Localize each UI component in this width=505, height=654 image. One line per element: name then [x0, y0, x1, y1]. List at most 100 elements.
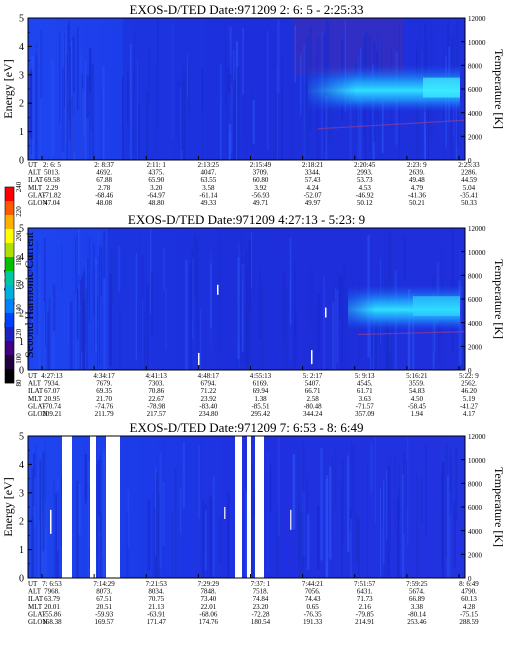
ephemeris-cell: 67.07	[44, 387, 60, 395]
spectrogram-streak	[75, 293, 77, 370]
spectrogram-streak	[237, 257, 240, 359]
spectrogram-streak	[428, 78, 430, 160]
spectrogram-streak	[85, 292, 86, 348]
data-gap	[235, 436, 242, 578]
spectrogram-streak	[275, 89, 277, 160]
ephemeris-cell: 67.88	[96, 176, 112, 184]
ephemeris-cell: 2:15:49	[250, 161, 272, 169]
spectrogram-streak	[281, 54, 284, 160]
spectrogram-streak	[220, 100, 222, 160]
spectrogram-streak	[67, 299, 69, 345]
spectrogram-streak	[245, 438, 248, 493]
spectrogram-streak	[28, 57, 30, 101]
spectrogram-streak	[50, 57, 52, 160]
ephemeris-cell: 6794.	[201, 380, 217, 388]
spectrogram-streak	[188, 60, 191, 117]
ephemeris-cell: 2562.	[461, 380, 477, 388]
spectrogram-streak	[445, 443, 448, 557]
y-tick-label: 1	[19, 545, 24, 556]
y2-axis-label: Temperature [K]	[492, 259, 505, 339]
y2-axis-label: Temperature [K]	[492, 467, 505, 547]
spectrogram-streak	[185, 259, 188, 370]
spike	[224, 507, 226, 519]
spectrogram-streak	[36, 469, 38, 578]
ephemeris-row-label: GLON	[28, 618, 47, 626]
spectrogram-streak	[276, 509, 279, 578]
spike	[325, 307, 327, 318]
y-tick-label: 3	[19, 488, 24, 499]
ephemeris-cell: 7:21:53	[146, 580, 168, 588]
ephemeris-row-label: ALT	[28, 588, 42, 596]
spectrogram-streak	[340, 483, 343, 578]
spectrogram-streak	[401, 474, 405, 578]
colorbar-swatch	[5, 285, 14, 300]
spectrogram-streak	[371, 307, 373, 356]
y-tick-label: 0	[19, 574, 24, 585]
y2-tick-label: 12000	[468, 225, 486, 233]
spectrogram-streak	[71, 96, 74, 160]
ephemeris-cell: 234.80	[199, 410, 219, 418]
y-tick-label: 3	[19, 70, 24, 81]
ephemeris-cell: -59.93	[95, 610, 114, 618]
spectrogram-streak	[72, 37, 75, 115]
spectrogram-streak	[353, 444, 355, 522]
ephemeris-cell: -68.46	[95, 191, 114, 199]
spectrogram-streak	[247, 300, 250, 370]
spectrogram-streak	[212, 476, 215, 576]
spectrogram-streak	[241, 263, 245, 352]
spectrogram-streak	[380, 488, 382, 578]
spectrogram-streak	[44, 502, 47, 578]
purple-trace	[357, 331, 466, 336]
ephemeris-cell: 5407.	[305, 380, 321, 388]
ephemeris-cell: 73.40	[201, 595, 217, 603]
colorbar-swatch	[5, 355, 14, 370]
spectrogram-streak	[253, 516, 256, 578]
spectrogram-streak	[233, 80, 236, 160]
spectrogram-streak	[35, 54, 38, 160]
spectrogram-streak	[281, 91, 283, 160]
spectrogram-streak	[92, 63, 94, 160]
ephemeris-cell: 48.08	[96, 199, 112, 207]
spectrogram-streak	[345, 263, 347, 370]
ephemeris-cell: 48.80	[148, 199, 164, 207]
spectrogram-streak	[61, 243, 63, 292]
spectrogram-streak	[229, 27, 232, 120]
spectrogram-streak	[97, 230, 100, 327]
spectrogram-streak	[162, 481, 165, 546]
spectrogram-streak	[200, 438, 202, 572]
spectrogram-streak	[375, 437, 376, 524]
spectrogram-streak	[176, 76, 178, 137]
spectrogram-streak	[78, 483, 81, 535]
ephemeris-cell: 191.33	[303, 618, 323, 626]
spectrogram-streak	[231, 84, 233, 153]
y2-tick-label: 6000	[468, 296, 483, 304]
spectrogram-streak	[66, 54, 68, 160]
ephemeris-cell: 211.79	[95, 410, 114, 418]
ephemeris-cell: 3559.	[409, 380, 425, 388]
ephemeris-cell: 209.21	[42, 410, 62, 418]
spectrogram-streak	[390, 457, 391, 552]
y2-tick-label: 4000	[468, 320, 483, 328]
spectrogram-streak	[340, 276, 344, 370]
spectrogram-streak	[48, 298, 51, 370]
ephemeris-cell: 5013.	[44, 169, 60, 177]
spectrogram-streak	[218, 236, 221, 353]
spectrogram-streak	[130, 49, 132, 118]
ephemeris-cell: 5.04	[463, 184, 476, 192]
spectrogram-streak	[306, 514, 310, 570]
ephemeris-row-label: UT	[28, 161, 38, 169]
spectrogram-streak	[181, 81, 184, 151]
spectrogram-streak	[250, 291, 251, 354]
ephemeris-cell: 8: 6:49	[459, 580, 479, 588]
spectrogram-streak	[462, 297, 464, 370]
colorbar-swatch	[5, 313, 14, 328]
spectrogram-streak	[349, 456, 351, 531]
spectrogram-streak	[218, 518, 222, 565]
spike	[217, 284, 219, 295]
spectrogram-streak	[294, 25, 296, 83]
spectrogram-streak	[83, 90, 86, 136]
spectrogram-streak	[90, 61, 92, 131]
spectrogram-streak	[128, 85, 130, 142]
